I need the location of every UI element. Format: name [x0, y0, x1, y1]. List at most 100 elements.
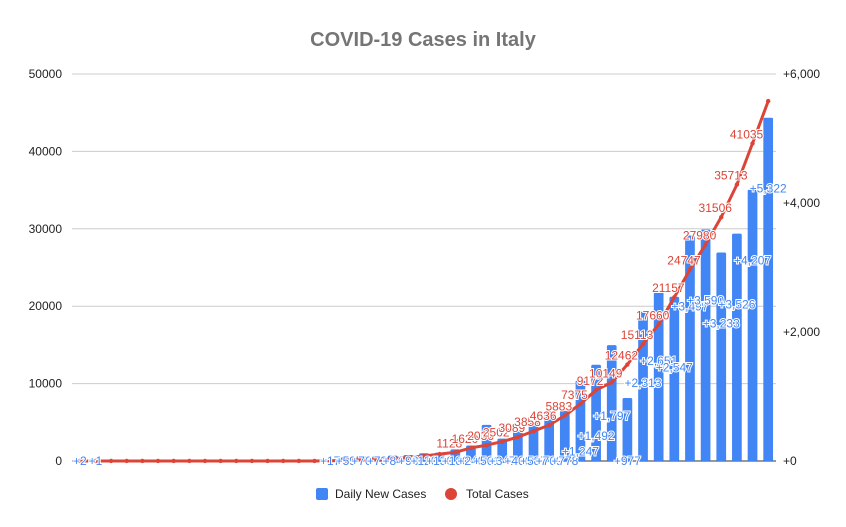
left-axis-tick-label: 0: [55, 454, 62, 468]
line-point: [468, 445, 474, 451]
legend-swatch-daily-new-cases: [316, 488, 328, 500]
line-point: [265, 458, 270, 464]
line-data-label: 1620: [452, 432, 479, 446]
right-axis-ticks: +0 +2,000 +4,000 +6,000: [783, 67, 820, 468]
bar-data-label: +1,492: [578, 429, 615, 443]
line-point: [406, 455, 411, 460]
bar-data-label: +59: [336, 454, 357, 468]
bar-data-label: +2: [73, 454, 87, 468]
line-point: [187, 458, 192, 464]
bar-data-label: +73: [367, 454, 388, 468]
line-point: [421, 453, 427, 459]
line-data-label: 3089: [499, 421, 526, 435]
line-data-label: 9172: [577, 374, 604, 388]
bar: [732, 233, 742, 461]
bar-data-label: +977: [614, 454, 641, 468]
bar-data-label: +84: [383, 454, 404, 468]
bar-data-label: +2,313: [624, 376, 661, 390]
left-axis-tick-label: 40000: [29, 144, 63, 158]
bar: [747, 189, 758, 461]
line-data-label: 27980: [683, 228, 717, 242]
line-data-label: 4636: [530, 409, 557, 423]
line-point: [93, 458, 98, 464]
line-point: [765, 98, 771, 104]
bar-data-label: +3,526: [718, 298, 755, 312]
line-point: [140, 458, 145, 464]
line-point: [171, 458, 176, 464]
line-data-label: 2502: [483, 426, 510, 440]
bar: [606, 345, 617, 461]
line-point: [484, 443, 489, 448]
bar-data-label: +778: [551, 454, 578, 468]
right-axis-tick-label: +4,000: [783, 196, 820, 210]
legend-swatch-total-cases: [445, 488, 457, 500]
line-point: [609, 380, 614, 385]
line-data-label: 10149: [589, 366, 623, 380]
line-data-label: 12462: [605, 349, 639, 363]
line-point: [719, 214, 724, 220]
bar-data-label: +347: [489, 454, 516, 468]
line-data-label: 7375: [561, 388, 588, 402]
left-axis-ticks: 0 10000 20000 30000 40000 50000: [29, 67, 63, 468]
line-point: [687, 267, 693, 272]
total-cases-line: [77, 98, 771, 464]
bar: [700, 229, 711, 461]
line-data-label: 2036: [467, 429, 494, 443]
line-point: [327, 458, 333, 464]
line-point: [672, 295, 677, 300]
left-axis-tick-label: 50000: [29, 67, 63, 81]
line-point: [625, 362, 630, 367]
daily-new-cases-bars: [74, 117, 774, 461]
bar-data-label: +5,322: [750, 182, 787, 196]
bar-data-label: +1,797: [593, 409, 630, 423]
chart-title: COVID-19 Cases in Italy: [310, 29, 537, 51]
line-data-label: 41035: [730, 127, 764, 141]
bar: [497, 438, 508, 461]
bar-data-label: +1: [89, 454, 103, 468]
bar-data-labels: +2 +1 +17+59+76+73+84+93+120+130+180+240+5…: [72, 181, 788, 469]
bar-data-label: +17: [320, 454, 341, 468]
line-point: [218, 458, 223, 464]
bar-data-label: +76: [351, 454, 372, 468]
bar-data-label: +769: [536, 454, 563, 468]
line-point: [296, 458, 302, 464]
line-data-label: 31506: [699, 201, 733, 215]
line-point: [703, 242, 708, 247]
line-data-label: 35713: [714, 169, 748, 183]
line-point: [108, 458, 114, 464]
bar: [716, 252, 727, 461]
line-point: [155, 458, 161, 464]
line-data-label: 17660: [636, 308, 670, 322]
bar-data-label: +130: [426, 454, 453, 468]
right-axis-tick-label: +0: [783, 454, 797, 468]
bar-data-label: +3,233: [703, 316, 740, 330]
bar-data-label: +93: [398, 454, 419, 468]
bar-data-label: +587: [520, 454, 547, 468]
bar-data-label: +466: [504, 454, 531, 468]
line-data-label: 5883: [545, 399, 572, 413]
line-point: [578, 401, 583, 407]
line-point: [593, 387, 599, 393]
bar: [685, 235, 695, 461]
bar-data-label: +3,497: [671, 299, 708, 313]
line-point: [374, 457, 380, 462]
legend-label-daily-new-cases: Daily New Cases: [335, 487, 426, 501]
line-data-label: 24747: [667, 253, 701, 267]
left-axis-tick-label: 10000: [29, 377, 63, 391]
legend-label-total-cases: Total Cases: [466, 487, 529, 501]
bar-data-label: +120: [410, 454, 437, 468]
line-data-label: 1128: [436, 436, 462, 450]
line-data-labels: 1128162020362502308938584636588373759172…: [435, 126, 764, 451]
line-point: [390, 456, 395, 461]
line-point: [124, 458, 129, 464]
bar-data-label: +240: [457, 454, 484, 468]
line-point: [750, 141, 755, 146]
legend: Daily New Cases Total Cases: [316, 487, 529, 501]
bar-data-label: +1,247: [562, 445, 599, 459]
left-axis-tick-label: 20000: [29, 299, 63, 313]
bar-data-label: +2,547: [656, 361, 693, 375]
line-point: [281, 458, 286, 464]
line-point: [77, 458, 83, 464]
line-point: [343, 458, 348, 463]
